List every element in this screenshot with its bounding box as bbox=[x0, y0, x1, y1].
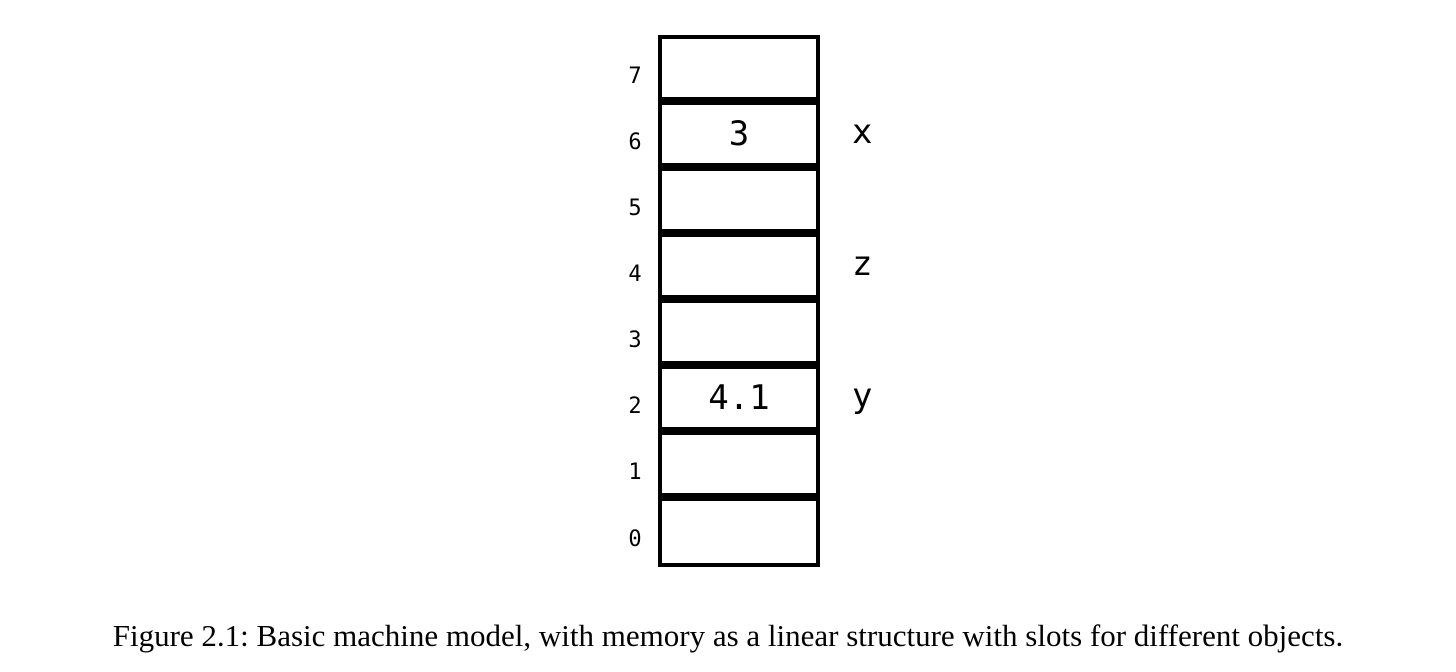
variable-label-y: y bbox=[852, 376, 873, 416]
address-label-5: 5 bbox=[628, 196, 642, 221]
address-label-7: 7 bbox=[628, 64, 642, 89]
memory-slot-3 bbox=[658, 299, 820, 365]
figure-caption: Figure 2.1: Basic machine model, with me… bbox=[112, 618, 1344, 653]
memory-slot-7 bbox=[658, 35, 820, 101]
memory-diagram: 7 3 6 x 5 4 z 3 4.1 2 y 1 0 bbox=[628, 35, 873, 567]
memory-slot-6: 3 bbox=[658, 101, 820, 167]
memory-slot-5 bbox=[658, 167, 820, 233]
address-label-4: 4 bbox=[628, 262, 642, 287]
memory-slot-2: 4.1 bbox=[658, 365, 820, 431]
address-label-1: 1 bbox=[628, 460, 642, 485]
slot-value: 4.1 bbox=[708, 378, 770, 418]
address-label-0: 0 bbox=[628, 527, 642, 552]
address-label-3: 3 bbox=[628, 328, 642, 353]
variable-label-z: z bbox=[852, 244, 873, 284]
slot-value: 3 bbox=[728, 114, 750, 154]
variable-label-x: x bbox=[852, 112, 873, 152]
memory-slot-4 bbox=[658, 233, 820, 299]
address-label-2: 2 bbox=[628, 394, 642, 419]
memory-slot-1 bbox=[658, 431, 820, 497]
address-label-6: 6 bbox=[628, 130, 642, 155]
memory-slot-0 bbox=[658, 497, 820, 567]
